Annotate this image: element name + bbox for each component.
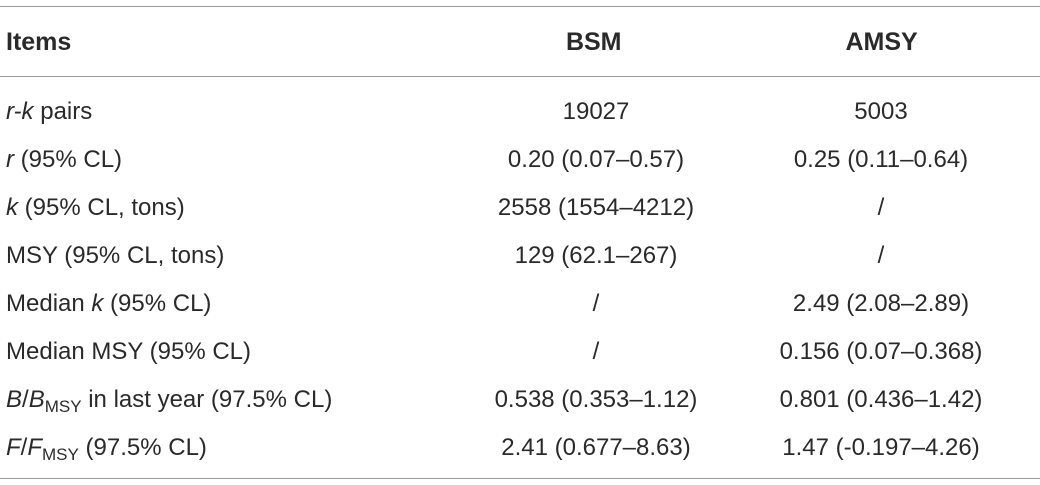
table-row: r (95% CL) 0.20 (0.07–0.57) 0.25 (0.11–0… — [0, 136, 1040, 184]
amsy-value: 0.801 (0.436–1.42) — [779, 386, 983, 413]
bsm-value: / — [592, 290, 600, 317]
table-row: r-k pairs 19027 5003 — [0, 88, 1040, 136]
table-row: MSY (95% CL, tons) 129 (62.1–267) / — [0, 232, 1040, 280]
amsy-value: 0.156 (0.07–0.368) — [779, 338, 983, 365]
row-label: r (95% CL) — [6, 146, 123, 173]
row-label: B/BMSY in last year (97.5% CL) — [6, 386, 333, 416]
table-row: k (95% CL, tons) 2558 (1554–4212) / — [0, 184, 1040, 232]
bsm-value: 129 (62.1–267) — [514, 242, 678, 269]
bottom-rule — [0, 478, 1040, 479]
top-rule — [0, 6, 1040, 7]
table-row: B/BMSY in last year (97.5% CL) 0.538 (0.… — [0, 376, 1040, 424]
row-label: Median k (95% CL) — [6, 290, 212, 317]
header-bsm: BSM — [565, 27, 622, 56]
header-rule — [0, 76, 1040, 77]
bsm-value: 2558 (1554–4212) — [497, 194, 695, 221]
header-amsy: AMSY — [845, 27, 918, 56]
table-row: Median MSY (95% CL) / 0.156 (0.07–0.368) — [0, 328, 1040, 376]
row-label: F/FMSY (97.5% CL) — [6, 434, 207, 464]
table-row: Median k (95% CL) / 2.49 (2.08–2.89) — [0, 280, 1040, 328]
amsy-value: 1.47 (-0.197–4.26) — [782, 434, 980, 461]
amsy-value: 5003 — [854, 98, 908, 125]
row-label: MSY (95% CL, tons) — [6, 242, 225, 269]
bsm-value: 0.538 (0.353–1.12) — [494, 386, 698, 413]
amsy-value: / — [877, 242, 885, 269]
bsm-value: 0.20 (0.07–0.57) — [507, 146, 685, 173]
amsy-value: 2.49 (2.08–2.89) — [792, 290, 970, 317]
table-header-row: Items BSM AMSY — [0, 18, 1040, 66]
bsm-value: / — [592, 338, 600, 365]
bsm-value: 2.41 (0.677–8.63) — [501, 434, 691, 461]
row-label: k (95% CL, tons) — [6, 194, 185, 221]
amsy-value: / — [877, 194, 885, 221]
amsy-value: 0.25 (0.11–0.64) — [793, 146, 969, 173]
row-label: Median MSY (95% CL) — [6, 338, 251, 365]
header-items: Items — [6, 27, 72, 56]
bsm-value: 19027 — [562, 98, 630, 125]
row-label: r-k pairs — [6, 98, 93, 125]
table-row: F/FMSY (97.5% CL) 2.41 (0.677–8.63) 1.47… — [0, 424, 1040, 472]
